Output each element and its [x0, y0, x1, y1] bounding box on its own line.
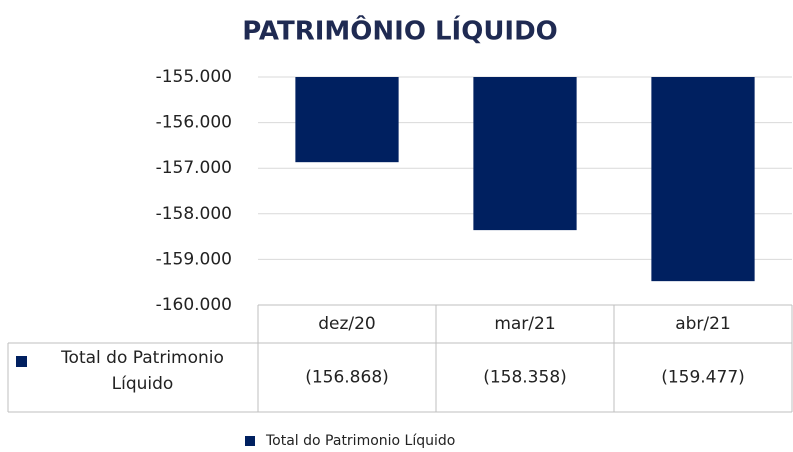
y-tick-label: -155.000 [156, 67, 232, 87]
chart-title: PATRIMÔNIO LÍQUIDO [242, 15, 558, 47]
series-name: Total do Patrimonio Líquido [61, 348, 224, 394]
table-value: (158.358) [483, 368, 567, 388]
legend-label: Total do Patrimonio Líquido [265, 433, 455, 449]
y-tick-label: -159.000 [156, 249, 232, 269]
table-value: (156.868) [305, 368, 389, 388]
bar [473, 77, 577, 231]
legend-key [245, 436, 255, 446]
y-tick-label: -158.000 [156, 204, 232, 224]
y-tick-label: -157.000 [156, 158, 232, 178]
bar [295, 77, 399, 163]
table-value: (159.477) [661, 368, 745, 388]
x-tick-label: mar/21 [494, 314, 555, 334]
table-series-cell: Total do Patrimonio Líquido [61, 348, 224, 394]
y-tick-label: -156.000 [156, 113, 232, 133]
x-tick-label: dez/20 [318, 314, 376, 334]
table-legend-key [16, 356, 27, 367]
y-tick-label: -160.000 [156, 295, 232, 315]
x-tick-label: abr/21 [675, 314, 731, 334]
bar [651, 77, 755, 282]
